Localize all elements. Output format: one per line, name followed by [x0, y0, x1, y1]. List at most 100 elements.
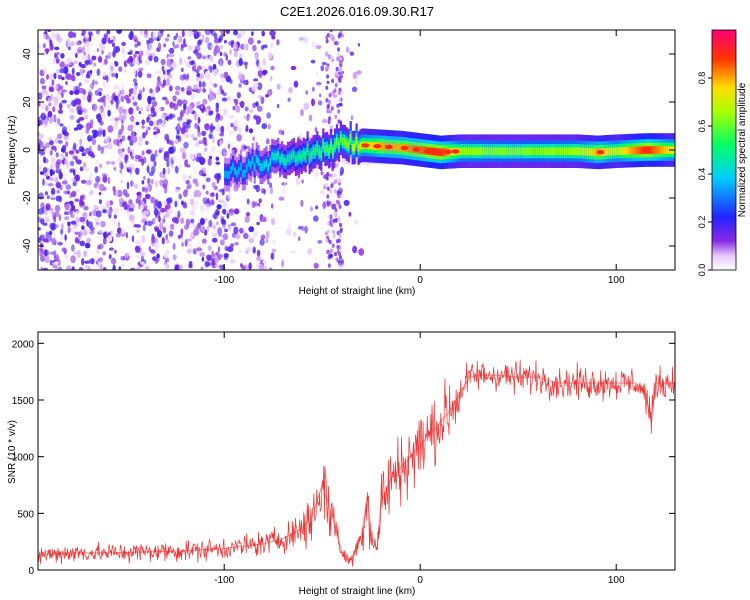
noise-speck [53, 83, 59, 91]
noise-speck [85, 74, 90, 79]
noise-speck [57, 259, 61, 267]
noise-speck [202, 184, 206, 190]
noise-speck [168, 85, 173, 92]
noise-speck [220, 125, 225, 133]
noise-speck [234, 241, 239, 246]
noise-speck [265, 94, 269, 98]
noise-speck [332, 94, 338, 98]
noise-speck [233, 30, 238, 36]
noise-speck [58, 102, 63, 110]
ridge-cell [253, 163, 256, 171]
noise-speck [253, 78, 259, 82]
noise-speck [241, 265, 246, 270]
noise-speck [192, 223, 196, 228]
ridge-cell [584, 147, 587, 156]
noise-speck [123, 254, 129, 259]
ridge-cell [328, 147, 331, 156]
noise-speck [223, 40, 227, 44]
ridge-cell [481, 147, 484, 156]
noise-speck [298, 36, 305, 41]
noise-speck [49, 251, 55, 255]
noise-speck [156, 80, 162, 87]
noise-speck [92, 103, 98, 112]
noise-speck [307, 248, 313, 255]
noise-speck [63, 66, 69, 75]
noise-speck [146, 220, 153, 226]
snr-ylabel: SNR (10 * v/v) [7, 420, 18, 484]
noise-speck [52, 237, 56, 245]
noise-speck [269, 267, 273, 270]
noise-speck [80, 124, 84, 129]
noise-speck [128, 208, 134, 212]
noise-speck [197, 191, 202, 198]
noise-speck [154, 199, 159, 206]
noise-speck [45, 105, 49, 112]
noise-speck [77, 46, 83, 52]
noise-speck [217, 172, 221, 181]
x-tick-label: 0 [417, 575, 423, 586]
noise-speck [341, 34, 345, 38]
noise-speck [140, 200, 145, 206]
noise-speck [133, 69, 136, 76]
x-tick-label: 100 [608, 275, 625, 286]
noise-speck [101, 50, 104, 55]
ridge-cell [616, 147, 619, 156]
noise-speck [95, 159, 99, 164]
noise-speck [107, 125, 114, 133]
noise-speck [210, 146, 216, 153]
ridge-cell [267, 163, 270, 172]
noise-speck [41, 89, 47, 95]
noise-speck [196, 72, 200, 78]
noise-speck [174, 90, 180, 96]
noise-speck [150, 178, 154, 185]
noise-speck [102, 72, 107, 77]
noise-speck [179, 237, 185, 241]
noise-speck [331, 36, 335, 42]
noise-speck [49, 39, 53, 47]
noise-speck [215, 192, 219, 201]
noise-speck [317, 240, 323, 244]
noise-speck [155, 180, 158, 188]
noise-speck [98, 113, 101, 117]
noise-speck [52, 212, 56, 220]
ridge-cell [665, 146, 668, 154]
noise-speck [119, 168, 123, 174]
noise-speck [96, 113, 99, 120]
ridge-cell [347, 141, 350, 150]
noise-speck [251, 31, 254, 36]
ridge-cell [357, 144, 360, 152]
noise-speck [171, 114, 176, 118]
noise-speck [261, 123, 268, 130]
noise-speck [182, 173, 187, 182]
noise-speck [140, 252, 147, 256]
noise-speck [228, 191, 231, 200]
noise-speck [337, 34, 341, 39]
snr-x-axis: -100 0 100 [214, 332, 625, 586]
noise-speck [83, 108, 88, 114]
noise-speck [132, 96, 135, 100]
ridge-cell [259, 163, 262, 172]
noise-speck [186, 86, 193, 92]
noise-speck [63, 211, 70, 216]
noise-speck [45, 231, 50, 240]
noise-speck [94, 89, 100, 96]
noise-speck [256, 82, 263, 91]
noise-speck [293, 80, 299, 88]
noise-speck [64, 234, 67, 241]
ridge-cell [269, 157, 272, 166]
noise-speck [215, 251, 219, 256]
noise-speck [256, 256, 262, 261]
noise-speck [39, 255, 46, 262]
noise-speck [233, 98, 239, 103]
noise-speck [221, 219, 227, 225]
noise-speck [213, 211, 217, 220]
noise-speck [248, 226, 254, 233]
noise-speck [182, 99, 188, 106]
noise-speck [351, 86, 358, 93]
noise-speck [197, 39, 204, 43]
noise-speck [228, 130, 234, 135]
noise-speck [183, 201, 187, 208]
noise-speck [40, 218, 45, 225]
noise-speck [47, 97, 51, 104]
noise-speck [318, 93, 322, 98]
